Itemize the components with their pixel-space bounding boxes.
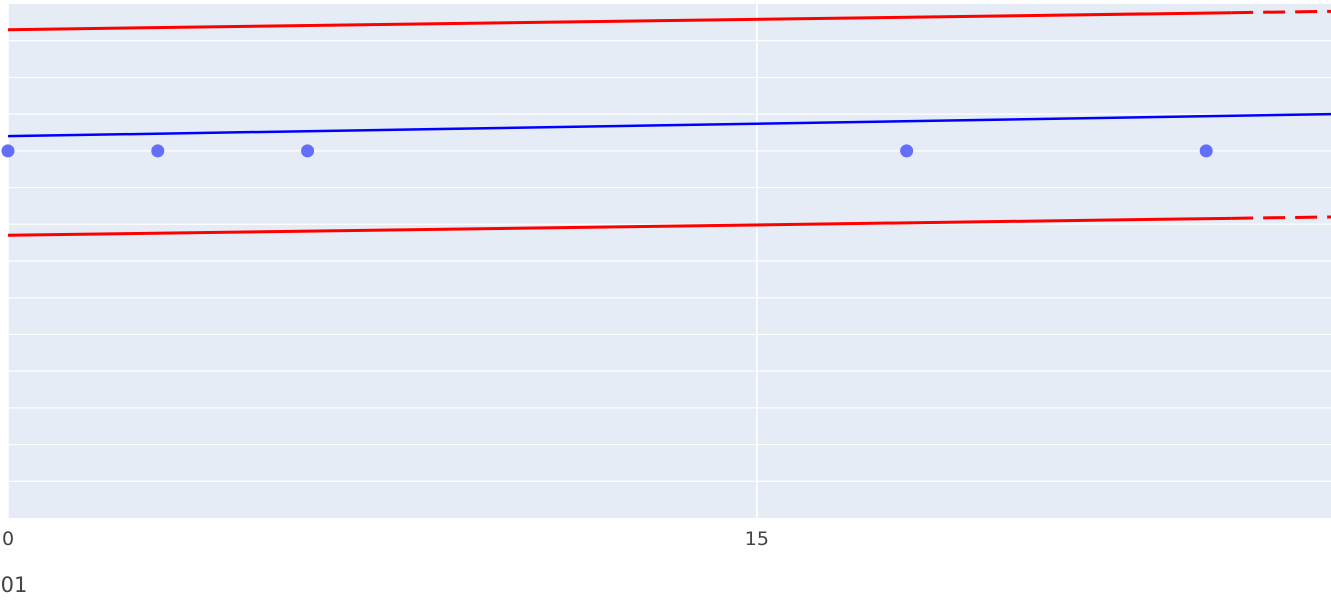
confidence-bound-line-dashed (1231, 9, 1331, 15)
tick-layer: 0 15 (2, 528, 769, 550)
confidence-bound-line (7, 216, 1232, 237)
x-tick-label: 15 (745, 528, 769, 550)
grid-layer (7, 4, 1331, 518)
x-axis-label-fragment: 01 (1, 573, 28, 597)
data-point (151, 144, 165, 158)
confidence-bound-line-dashed (1231, 215, 1331, 220)
series-layer (1, 9, 1331, 237)
confidence-bound-line (7, 11, 1232, 32)
x-tick-label: 0 (2, 528, 14, 550)
data-point (1199, 144, 1213, 158)
data-point (900, 144, 914, 158)
data-point (1, 144, 15, 158)
data-point (301, 144, 315, 158)
fit-line (7, 112, 1331, 138)
